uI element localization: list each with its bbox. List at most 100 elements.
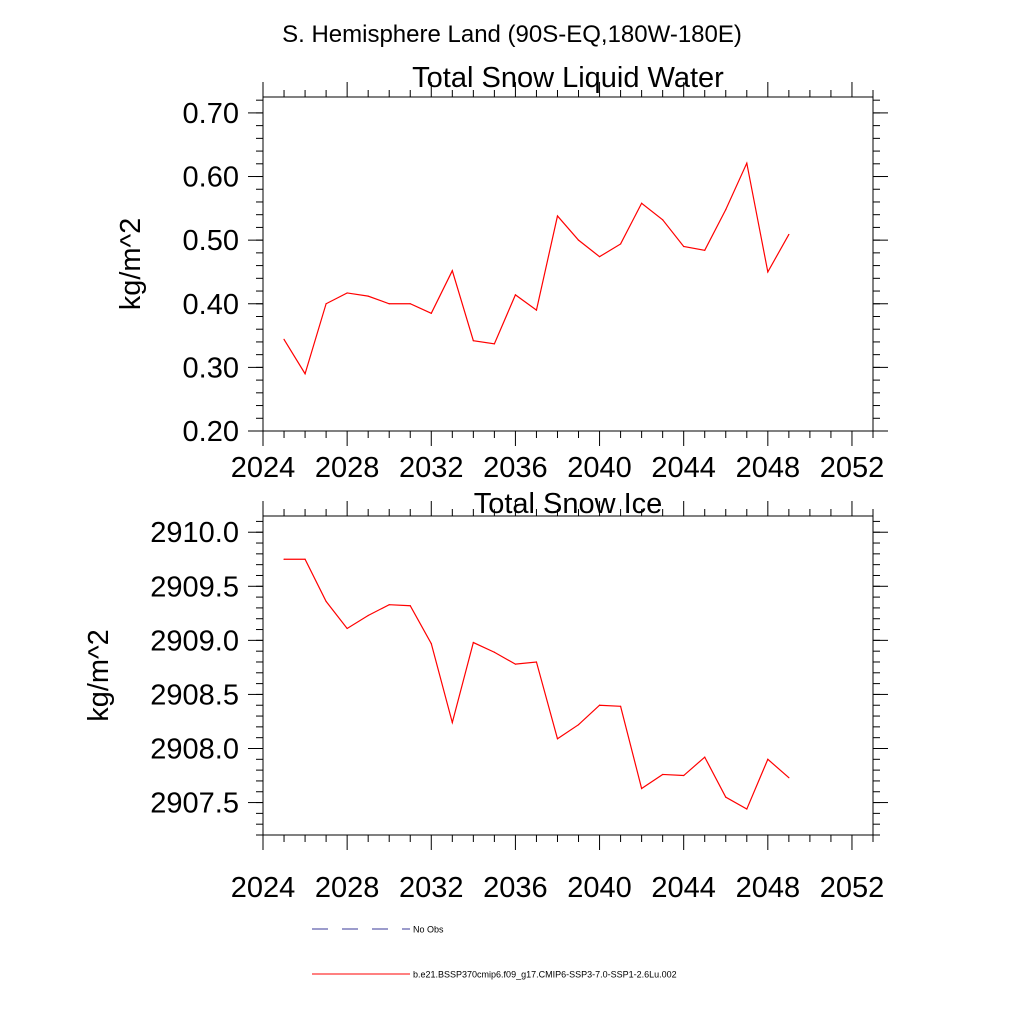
data-point <box>746 808 748 810</box>
y-axis-label: kg/m^2 <box>115 218 147 311</box>
data-point <box>725 796 727 798</box>
data-point <box>788 777 790 779</box>
x-tick-label: 2024 <box>231 452 296 484</box>
series-line <box>283 161 790 376</box>
y-axis-label: kg/m^2 <box>83 629 115 722</box>
legend-label: No Obs <box>413 925 444 935</box>
data-point <box>704 249 706 251</box>
data-point <box>346 627 348 630</box>
data-point <box>535 309 538 311</box>
data-point <box>430 312 432 314</box>
x-tick-label: 2040 <box>567 452 632 484</box>
x-tick-label: 2048 <box>736 872 801 904</box>
data-point <box>430 643 432 645</box>
data-point <box>325 600 327 603</box>
data-point <box>641 787 643 790</box>
data-point <box>767 758 769 760</box>
y-ticks <box>248 520 888 836</box>
data-point <box>388 604 390 606</box>
data-point <box>325 303 327 305</box>
x-tick-label: 2052 <box>820 872 885 904</box>
x-tick-label: 2036 <box>483 452 548 484</box>
data-point <box>367 614 369 617</box>
figure-title: S. Hemisphere Land (90S-EQ,180W-180E) <box>282 21 742 48</box>
data-point <box>472 641 474 644</box>
legend-item-1: No Obs <box>312 925 444 935</box>
y-tick-label: 2909.5 <box>150 571 239 603</box>
y-tick-label: 2908.0 <box>150 733 239 765</box>
x-tick-label: 2052 <box>820 452 885 484</box>
x-tick-label: 2024 <box>231 872 296 904</box>
y-tick-label: 0.20 <box>183 416 239 448</box>
x-tick-label: 2028 <box>315 872 380 904</box>
chart-title: Total Snow Liquid Water <box>412 62 724 94</box>
data-point <box>451 721 453 724</box>
x-tick-label: 2028 <box>315 452 380 484</box>
series-line <box>284 558 790 810</box>
x-tick-label: 2036 <box>483 872 548 904</box>
data-point <box>472 340 474 342</box>
data-point <box>746 162 748 164</box>
data-point <box>598 704 601 706</box>
y-tick-label: 0.40 <box>183 289 239 321</box>
data-point <box>388 303 390 305</box>
x-tick-label: 2044 <box>651 452 716 484</box>
y-tick-label: 2908.5 <box>150 679 239 711</box>
y-tick-label: 0.50 <box>183 225 239 257</box>
data-point <box>598 256 601 258</box>
data-point <box>556 215 559 217</box>
x-tick-label: 2044 <box>651 872 716 904</box>
data-point <box>725 209 727 211</box>
data-point <box>283 338 285 340</box>
data-point <box>767 271 769 273</box>
data-point <box>346 292 348 294</box>
x-tick-label: 2032 <box>399 452 464 484</box>
data-point <box>577 239 580 241</box>
data-point <box>577 724 580 726</box>
series-points <box>283 162 790 375</box>
data-point <box>514 663 517 665</box>
series-points <box>283 558 790 810</box>
data-point <box>662 219 664 221</box>
data-point <box>788 233 790 236</box>
x-ticks <box>262 82 874 446</box>
data-point <box>283 558 285 560</box>
data-point <box>409 605 411 607</box>
y-tick-label: 0.30 <box>183 352 239 384</box>
y-ticks <box>248 99 888 432</box>
x-tick-label: 2048 <box>736 452 801 484</box>
y-tick-label: 0.60 <box>183 162 239 194</box>
data-point <box>304 373 306 375</box>
data-point <box>683 774 685 777</box>
data-point <box>451 270 453 272</box>
data-point <box>493 651 495 653</box>
chart-panel-1: Total Snow Liquid Water kg/m^2 2024 2028 203… <box>115 62 888 484</box>
data-point <box>556 738 559 740</box>
data-point <box>619 243 622 245</box>
data-point <box>409 303 411 305</box>
legend-item-2: b.e21.BSSP370cmip6.f09_g17.CMIP6-SSP3-7.… <box>312 970 677 980</box>
y-tick-label: 2909.0 <box>150 625 239 657</box>
data-point <box>662 773 664 776</box>
y-tick-label: 0.70 <box>183 98 239 130</box>
data-point <box>683 245 685 248</box>
data-point <box>367 295 369 297</box>
x-ticks <box>262 501 874 850</box>
x-tick-label: 2032 <box>399 872 464 904</box>
data-point <box>619 705 622 707</box>
data-point <box>641 202 643 204</box>
plot-frame <box>262 96 874 432</box>
data-point <box>704 756 706 758</box>
legend: No Obs b.e21.BSSP370cmip6.f09_g17.CMIP6-S… <box>312 925 677 980</box>
plot-frame <box>262 515 874 836</box>
y-tick-label: 2907.5 <box>150 788 239 820</box>
chart-title: Total Snow Ice <box>474 488 663 520</box>
data-point <box>514 294 517 296</box>
legend-label: b.e21.BSSP370cmip6.f09_g17.CMIP6-SSP3-7.… <box>413 970 677 980</box>
x-tick-label: 2040 <box>567 872 632 904</box>
chart-panel-2: Total Snow Ice kg/m^2 2024 2028 2032 2036 2040… <box>83 488 888 904</box>
data-point <box>493 343 495 345</box>
data-point <box>304 558 306 560</box>
charts-group: Total Snow Liquid Water kg/m^2 2024 2028 203… <box>83 62 888 904</box>
